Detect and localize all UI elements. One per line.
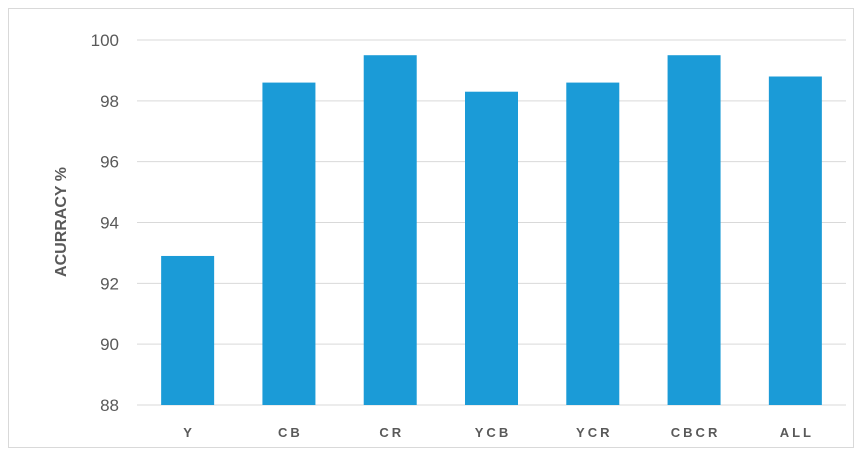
chart-frame <box>8 8 854 448</box>
y-tick-label: 88 <box>100 396 119 415</box>
y-axis-title: ACURRACY % <box>53 167 70 277</box>
bar-ycb <box>465 91 518 405</box>
x-tick-label-cr: CR <box>379 425 404 440</box>
x-tick-label-all: ALL <box>780 425 814 440</box>
bar-cr <box>363 55 417 405</box>
bar-ycr <box>566 82 620 405</box>
y-tick-label: 90 <box>100 335 119 354</box>
x-tick-label-y: Y <box>183 425 195 440</box>
y-tick-label: 92 <box>100 274 119 293</box>
y-axis-ticks: 88 90 92 94 96 98 100 <box>91 31 119 415</box>
bar-all <box>768 76 822 405</box>
bar-cb <box>262 82 316 405</box>
y-tick-label: 100 <box>91 31 119 50</box>
x-axis-categories: Y CB CR YCB YCR CBCR ALL <box>183 425 814 440</box>
bar-cbcr <box>667 55 721 405</box>
x-tick-label-ycb: YCB <box>475 425 511 440</box>
y-tick-label: 96 <box>100 153 119 172</box>
gridlines <box>137 39 846 406</box>
bars <box>161 55 822 405</box>
bar-y <box>161 255 215 405</box>
y-tick-label: 94 <box>100 214 119 233</box>
x-tick-label-ycr: YCR <box>576 425 612 440</box>
x-tick-label-cbcr: CBCR <box>671 425 721 440</box>
x-tick-label-cb: CB <box>278 425 303 440</box>
y-tick-label: 98 <box>100 92 119 111</box>
